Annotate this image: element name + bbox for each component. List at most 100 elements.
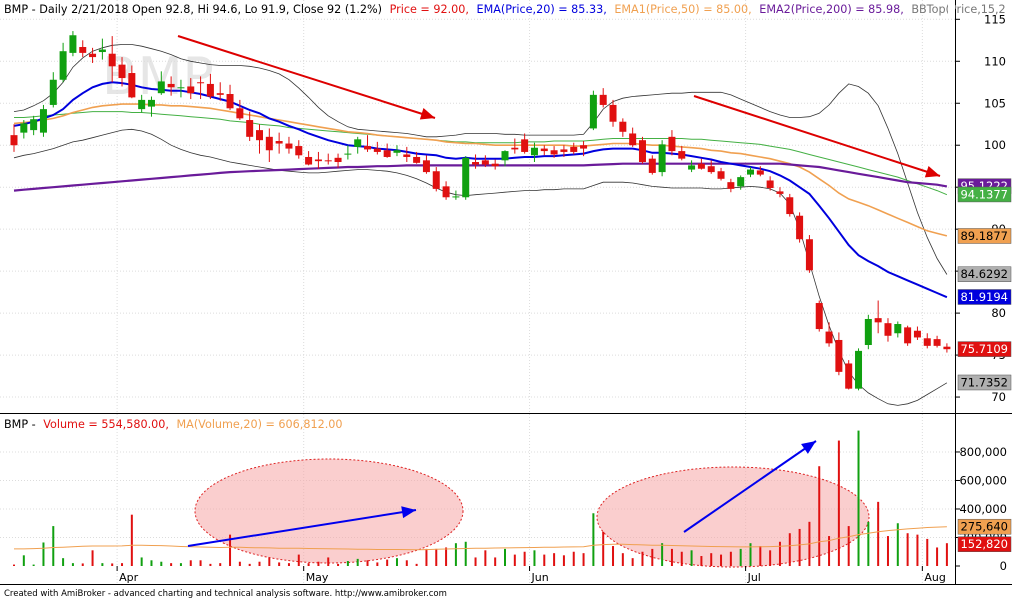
candle-body <box>589 94 597 129</box>
price-tick-label: 105 <box>984 96 1006 110</box>
candle-body <box>904 327 912 344</box>
volume-bar <box>346 561 349 566</box>
footer-text: Created with AmiBroker - advanced charti… <box>4 589 447 599</box>
volume-bar <box>690 550 693 566</box>
candle-body <box>79 47 87 53</box>
volume-bar <box>828 536 831 566</box>
price-tick-label: 115 <box>984 12 1006 26</box>
volume-bar <box>209 563 212 566</box>
volume-bar <box>886 536 889 566</box>
candle-body <box>422 160 430 173</box>
volume-value-label-text: 275,640 <box>960 520 1008 534</box>
candle-body <box>275 141 283 144</box>
candle-body <box>766 180 774 189</box>
volume-bar <box>386 559 389 566</box>
candle-body <box>678 151 686 159</box>
candle-body <box>855 350 863 389</box>
candle-body <box>462 157 470 198</box>
candle-body <box>314 159 322 162</box>
volume-header-ma: MA(Volume,20) = 606,812.00 <box>177 418 343 431</box>
candle-body <box>305 156 313 165</box>
candle-body <box>884 323 892 336</box>
candle-body <box>10 135 18 146</box>
trend-arrow-down-head <box>419 108 435 120</box>
candle-body <box>933 339 941 346</box>
volume-bar <box>13 564 15 566</box>
volume-bar <box>778 541 781 566</box>
volume-tick-label: 800,000 <box>959 445 1007 459</box>
candle-body <box>864 318 872 346</box>
volume-bar <box>720 554 723 566</box>
volume-tick-label: 600,000 <box>959 473 1007 487</box>
volume-bar <box>484 550 487 566</box>
month-label: May <box>306 571 329 584</box>
volume-header-volume: Volume = 554,580.00, <box>43 418 169 431</box>
price-header: BMP - Daily 2/21/2018 Open 92.8, Hi 94.6… <box>4 3 1006 16</box>
candle-body <box>226 94 234 109</box>
volume-bar <box>504 548 506 566</box>
price-tick-label: 110 <box>984 54 1006 68</box>
volume-bar <box>376 562 379 566</box>
volume-bar <box>366 560 369 566</box>
volume-bar <box>130 514 133 566</box>
price-value-label-text: 94.1377 <box>960 187 1008 201</box>
candle-body <box>177 87 185 89</box>
volume-bar <box>42 542 45 566</box>
candle-body <box>472 162 480 165</box>
volume-bar <box>52 526 55 566</box>
volume-bar <box>189 560 192 566</box>
month-label: Aug <box>924 571 945 584</box>
candle-body <box>668 136 676 152</box>
candle-body <box>874 318 882 323</box>
candle-body <box>776 191 784 194</box>
right-value-labels: 95.122294.137789.187784.629281.919475.71… <box>957 178 1012 552</box>
header-clip <box>948 0 955 17</box>
volume-bar <box>160 561 163 566</box>
price-tick-label: 80 <box>991 306 1006 320</box>
candle-body <box>334 157 342 163</box>
volume-tick-label: 400,000 <box>959 502 1007 516</box>
volume-bar <box>906 533 909 566</box>
volume-bar <box>877 501 880 566</box>
price-panel[interactable] <box>0 0 955 413</box>
price-header-ema200: EMA2(Price,200) = 85.98, <box>759 3 904 16</box>
candle-body <box>39 109 47 133</box>
volume-bar <box>179 563 182 566</box>
volume-bar <box>641 551 644 566</box>
candle-body <box>737 177 745 187</box>
volume-bar <box>847 526 850 566</box>
volume-bar <box>307 563 310 566</box>
volume-bar <box>297 554 300 566</box>
price-value-label-text: 75.7109 <box>960 342 1008 356</box>
price-header-ema50: EMA1(Price,50) = 85.00, <box>614 3 751 16</box>
candle-body <box>609 104 617 122</box>
bbtop-line <box>13 44 948 275</box>
volume-bar <box>435 548 438 566</box>
candle-body <box>354 139 362 147</box>
candle-body <box>403 154 411 157</box>
candle-body <box>530 147 538 156</box>
volume-bar <box>523 551 526 566</box>
candle-body <box>118 64 126 79</box>
candle-body <box>717 171 725 179</box>
candle-body <box>560 149 568 152</box>
volume-bar <box>798 528 801 566</box>
candle-body <box>128 73 136 98</box>
volume-bar <box>464 541 467 566</box>
candle-body <box>825 331 833 344</box>
candle-body <box>707 166 715 173</box>
volume-bar <box>415 563 418 566</box>
volume-bar <box>572 551 575 566</box>
candle-body <box>894 324 902 334</box>
candle-body <box>815 303 823 330</box>
price-value-label-text: 89.1877 <box>960 229 1008 243</box>
ema20-line <box>13 81 948 299</box>
trend-arrow-up-head <box>801 441 816 454</box>
price-tick-label: 70 <box>991 390 1006 404</box>
volume-bar <box>91 550 94 566</box>
candle-body <box>629 133 637 146</box>
candle-body <box>393 150 401 153</box>
volume-bar <box>121 563 124 566</box>
volume-tick-label: 0 <box>1000 559 1007 573</box>
